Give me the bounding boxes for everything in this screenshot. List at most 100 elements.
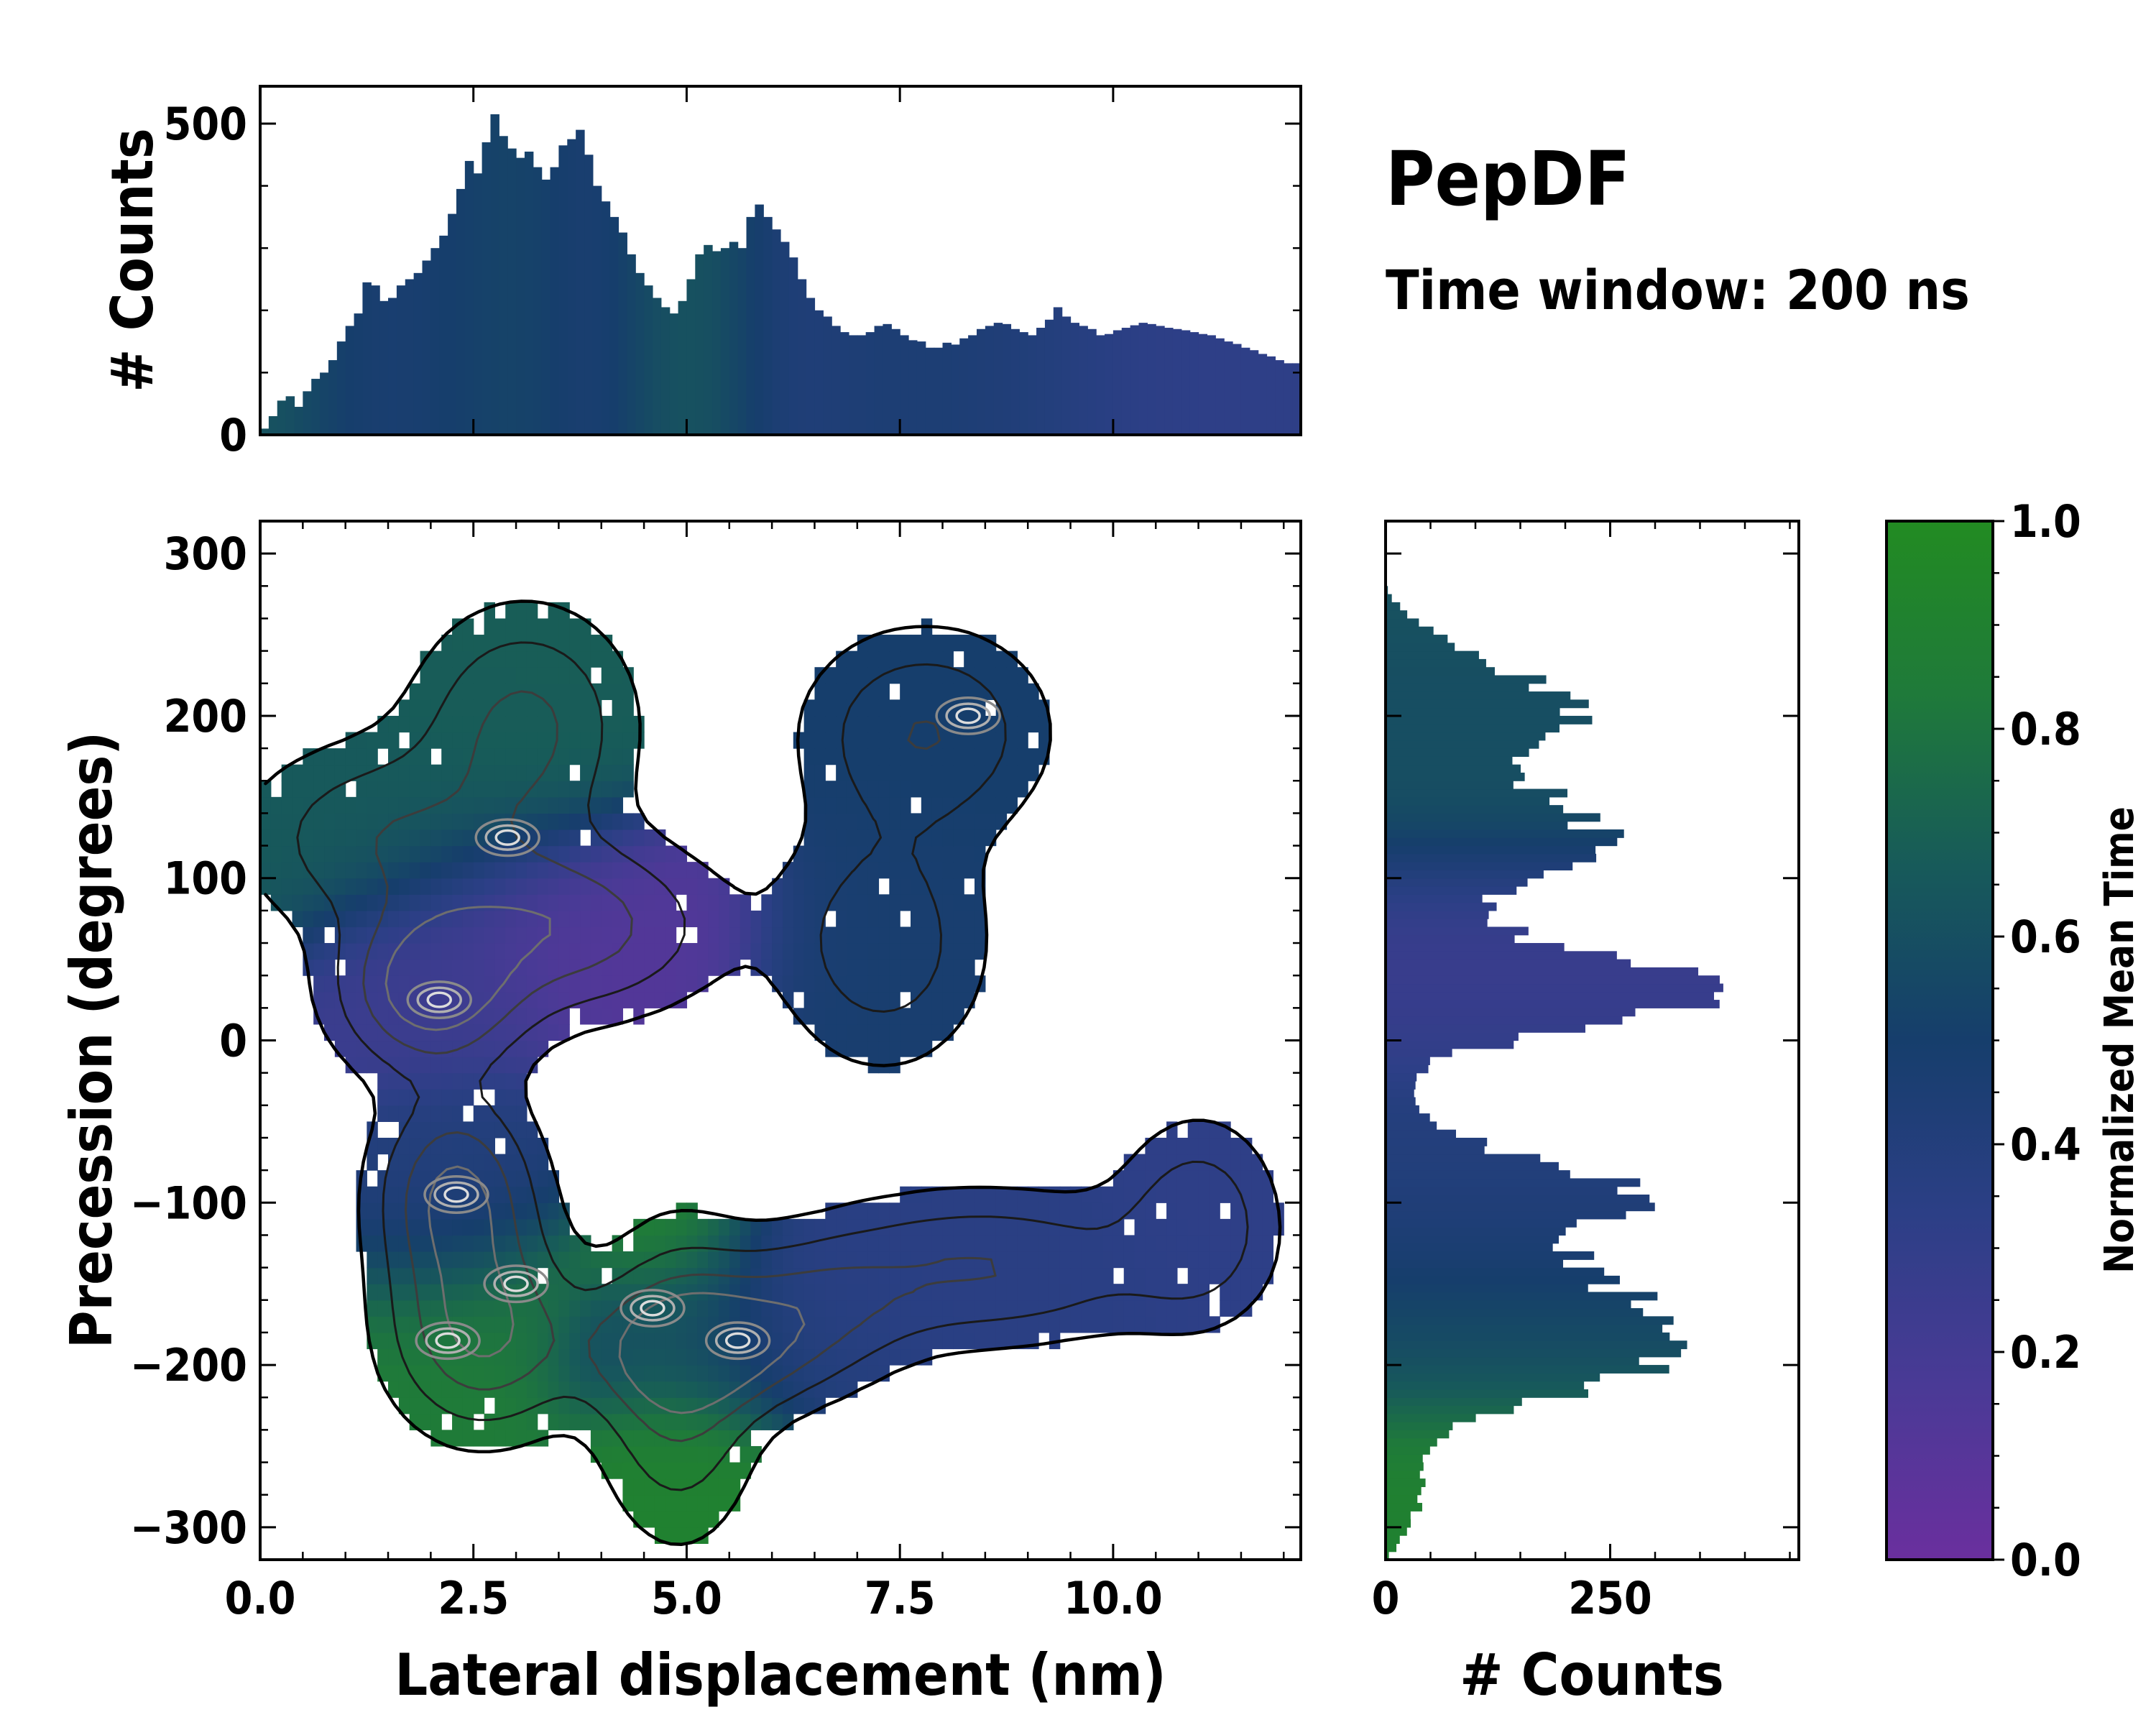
heatmap-cell <box>473 1008 485 1025</box>
right-histogram-bar <box>1386 1519 1411 1528</box>
heatmap-cell <box>377 1332 389 1350</box>
heatmap-cell <box>430 764 442 781</box>
right-histogram-bar <box>1386 1113 1430 1122</box>
heatmap-cell <box>398 862 410 879</box>
top-histogram-bar <box>823 316 832 435</box>
heatmap-cell <box>676 1218 688 1236</box>
heatmap-cell <box>462 862 474 879</box>
heatmap-cell <box>526 1300 538 1317</box>
heatmap-cell <box>1166 1202 1178 1220</box>
heatmap-cell <box>558 943 570 960</box>
heatmap-cell <box>1251 1235 1263 1252</box>
heatmap-cell <box>814 781 826 798</box>
heatmap-cell <box>537 943 549 960</box>
right-histogram-bar <box>1386 1454 1423 1463</box>
right-histogram-ticks: 0 250 <box>1372 521 1799 1624</box>
top-histogram-bar <box>1309 355 1318 435</box>
heatmap-cell <box>356 748 367 765</box>
heatmap-cell <box>612 1284 624 1301</box>
heatmap-cell <box>1166 1316 1178 1333</box>
right-histogram-bar <box>1386 1543 1397 1552</box>
heatmap-cell <box>601 796 613 814</box>
heatmap-cell <box>889 796 900 814</box>
heatmap-cell <box>772 1316 783 1333</box>
heatmap-cell <box>793 862 805 879</box>
heatmap-cell <box>580 781 591 798</box>
heatmap-cell <box>718 1365 730 1382</box>
heatmap-cell <box>569 1300 581 1317</box>
heatmap-cell <box>686 959 698 976</box>
right-histogram-bar <box>1386 934 1515 944</box>
heatmap-cell <box>867 1251 880 1269</box>
heatmap-cell <box>975 1300 986 1317</box>
heatmap-cell <box>878 910 890 928</box>
heatmap-cell <box>1251 1186 1263 1203</box>
heatmap-cell <box>367 813 378 830</box>
heatmap-cell <box>846 910 858 928</box>
heatmap-cell <box>580 910 591 928</box>
heatmap-cell <box>1209 1186 1220 1203</box>
heatmap-cell <box>580 1316 591 1333</box>
heatmap-cell <box>942 1008 954 1025</box>
heatmap-cell <box>1251 1267 1263 1284</box>
heatmap-cell <box>1092 1218 1103 1236</box>
heatmap-cell <box>452 1170 464 1187</box>
heatmap-cell <box>558 748 570 765</box>
heatmap-cell <box>526 683 538 700</box>
right-histogram-bar <box>1386 1008 1636 1017</box>
right-histogram-bar <box>1386 756 1513 765</box>
heatmap-cell <box>975 1202 986 1220</box>
hotspot-contour <box>416 986 462 1013</box>
top-histogram-bar <box>1240 347 1250 435</box>
heatmap-cell <box>889 732 900 749</box>
top-histogram-bar <box>712 251 722 435</box>
heatmap-cell <box>964 683 975 700</box>
heatmap-cell <box>654 1218 666 1236</box>
heatmap-cell <box>633 1478 645 1496</box>
top-histogram-bar <box>1130 325 1140 435</box>
heatmap-cell <box>889 1267 900 1284</box>
heatmap-cell <box>548 894 560 911</box>
heatmap-cell <box>814 975 826 993</box>
heatmap-cell <box>867 715 880 733</box>
heatmap-cell <box>857 1235 869 1252</box>
heatmap-cell <box>526 1251 538 1269</box>
top-histogram-bar <box>840 332 849 435</box>
heatmap-cell <box>857 1040 869 1057</box>
heatmap-cell <box>921 1202 933 1220</box>
heatmap-cell <box>782 1316 794 1333</box>
right-histogram-bar <box>1386 886 1517 895</box>
heatmap-cell <box>526 748 538 765</box>
heatmap-cell <box>1092 1235 1103 1252</box>
heatmap-cell <box>1240 1186 1253 1203</box>
heatmap-cell <box>825 1348 837 1366</box>
heatmap-cell <box>793 878 805 895</box>
right-histogram-bar <box>1386 1235 1560 1244</box>
heatmap-cell <box>654 1445 666 1463</box>
heatmap-cell <box>1102 1267 1114 1284</box>
heatmap-cell <box>601 1445 613 1463</box>
right-histogram-bar <box>1386 902 1497 911</box>
heatmap-cell <box>921 748 933 765</box>
heatmap-cell <box>622 1251 634 1269</box>
heatmap-cell <box>622 1478 634 1496</box>
heatmap-cell <box>1134 1170 1146 1187</box>
heatmap-cell <box>1123 1186 1135 1203</box>
heatmap-cell <box>505 1413 517 1430</box>
heatmap-cell <box>281 781 293 798</box>
heatmap-cell <box>889 878 900 895</box>
heatmap-cell <box>1017 781 1028 798</box>
heatmap-cell <box>516 764 528 781</box>
heatmap-cell <box>516 1348 528 1366</box>
heatmap-cell <box>964 1202 975 1220</box>
heatmap-cell <box>953 975 964 993</box>
heatmap-cell <box>388 878 400 895</box>
heatmap-cell <box>665 1478 677 1496</box>
top-histogram-bar <box>1258 354 1268 435</box>
heatmap-cell <box>516 1154 528 1171</box>
top-histogram-bar <box>1036 328 1046 435</box>
heatmap-cell <box>398 894 410 911</box>
heatmap-cell <box>356 1024 367 1041</box>
